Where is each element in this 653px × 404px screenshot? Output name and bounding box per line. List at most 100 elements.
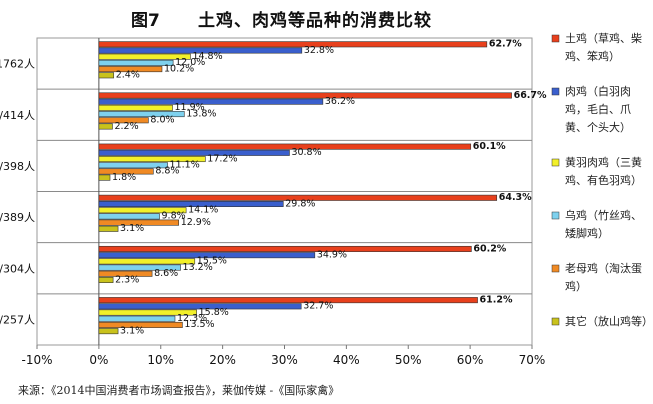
legend-label: 鸡，毛白、爪 <box>565 102 631 116</box>
bar <box>98 111 185 118</box>
legend-swatch <box>551 87 560 96</box>
data-label: 9.8% <box>162 211 186 222</box>
bar <box>98 59 174 66</box>
bar <box>98 72 115 79</box>
category-label: 55岁以上/257人 <box>0 312 35 326</box>
bar <box>98 321 183 328</box>
data-label: 64.3% <box>499 192 532 203</box>
legend-swatch <box>551 34 560 43</box>
data-label: 14.1% <box>188 205 218 216</box>
bar <box>98 213 160 220</box>
x-tick-label: 10% <box>147 353 174 367</box>
legend-label: 乌鸡（竹丝鸡、 <box>565 208 642 222</box>
legend-swatch <box>551 264 560 273</box>
category-label: 36～45岁/389人 <box>0 210 35 224</box>
data-label: 8.0% <box>150 115 174 126</box>
bar <box>98 53 191 60</box>
x-tick-label: 40% <box>333 353 360 367</box>
bar <box>98 156 206 163</box>
data-label: 12.0% <box>175 57 205 68</box>
data-label: 15.5% <box>197 256 227 267</box>
bar <box>98 149 290 156</box>
bar <box>98 104 173 111</box>
category-label: 46～55岁/304人 <box>0 261 35 275</box>
legend-label: 鸡、笨鸡） <box>565 49 620 63</box>
legend-label: 鸡） <box>565 279 587 293</box>
data-label: 11.9% <box>175 102 205 113</box>
x-tick-label: 50% <box>395 353 422 367</box>
bar <box>98 303 302 310</box>
legend-label: 其它（放山鸡等） <box>565 314 653 328</box>
category-label: 总人数/1762人 <box>0 57 35 71</box>
legend-label: 肉鸡（白羽肉 <box>565 84 631 98</box>
bar <box>98 47 303 54</box>
chart-title: 土鸡、肉鸡等品种的消费比较 <box>198 11 432 31</box>
data-label: 3.1% <box>120 223 144 234</box>
data-label: 10.2% <box>164 63 194 74</box>
bar <box>98 328 119 335</box>
data-label: 2.3% <box>115 274 139 285</box>
category-label: 18～25岁/414人 <box>0 108 35 122</box>
bar <box>98 252 316 259</box>
bar <box>98 143 472 150</box>
x-tick-label: 0% <box>89 353 108 367</box>
category-label: 26～35岁/398人 <box>0 159 35 173</box>
data-label: 60.2% <box>473 243 506 254</box>
legend-swatch <box>551 211 560 220</box>
legend-label: 鸡、有色羽鸡） <box>565 173 642 187</box>
data-label: 13.8% <box>186 108 216 119</box>
legend-label: 土鸡（草鸡、柴 <box>565 31 642 45</box>
legend-label: 老母鸡（淘汰蛋 <box>565 261 642 275</box>
legend-label: 黄、个头大） <box>565 120 631 134</box>
x-tick-label: 20% <box>209 353 236 367</box>
bar <box>98 98 324 105</box>
bar-chart: -10% 0% 10% 20% 30% 40% 50% 60% 70% 总人数/1762人 18～2… <box>0 31 653 367</box>
figure-label: 图7 <box>131 11 160 31</box>
data-label: 61.2% <box>480 294 513 305</box>
data-label: 36.2% <box>325 96 355 107</box>
legend-swatch <box>551 158 560 167</box>
data-label: 8.6% <box>154 268 178 279</box>
bar <box>98 245 472 252</box>
data-label: 60.1% <box>473 141 506 152</box>
data-label: 12.9% <box>181 217 211 228</box>
data-label: 13.5% <box>184 319 214 330</box>
source-note: 来源：《2014中国消费者市场调查报告》，莱伽传媒 -《国际家禽》 <box>18 384 340 397</box>
data-label: 1.8% <box>112 172 136 183</box>
data-label: 8.8% <box>155 166 179 177</box>
data-label: 62.7% <box>489 39 522 50</box>
bar <box>98 174 111 181</box>
data-label: 34.9% <box>317 249 347 260</box>
bar <box>98 92 512 99</box>
bar <box>98 309 197 316</box>
data-label: 13.2% <box>183 262 213 273</box>
bar <box>98 264 181 271</box>
legend-swatch <box>551 317 560 326</box>
bar <box>98 276 114 283</box>
bar <box>98 297 478 304</box>
bar <box>98 162 168 169</box>
x-tick-label: 30% <box>271 353 298 367</box>
bar <box>98 270 153 277</box>
data-label: 29.8% <box>285 198 315 209</box>
bar <box>98 258 196 265</box>
bar <box>98 219 179 226</box>
bar <box>98 168 154 175</box>
bar <box>98 123 113 130</box>
bar <box>98 194 498 201</box>
data-label: 2.4% <box>116 70 140 81</box>
bar <box>98 117 149 124</box>
bar <box>98 315 176 322</box>
data-label: 32.7% <box>303 301 333 312</box>
data-label: 15.8% <box>199 307 229 318</box>
data-label: 32.8% <box>304 45 334 56</box>
bar <box>98 225 119 232</box>
data-label: 3.1% <box>120 325 144 336</box>
x-tick-label: 70% <box>519 353 546 367</box>
bar <box>98 66 163 73</box>
data-label: 11.1% <box>170 160 200 171</box>
legend-label: 黄羽肉鸡（三黄 <box>565 155 642 169</box>
bar <box>98 201 284 208</box>
x-tick-label: 60% <box>457 353 484 367</box>
title-row: 图7 土鸡、肉鸡等品种的消费比较 <box>0 4 653 31</box>
